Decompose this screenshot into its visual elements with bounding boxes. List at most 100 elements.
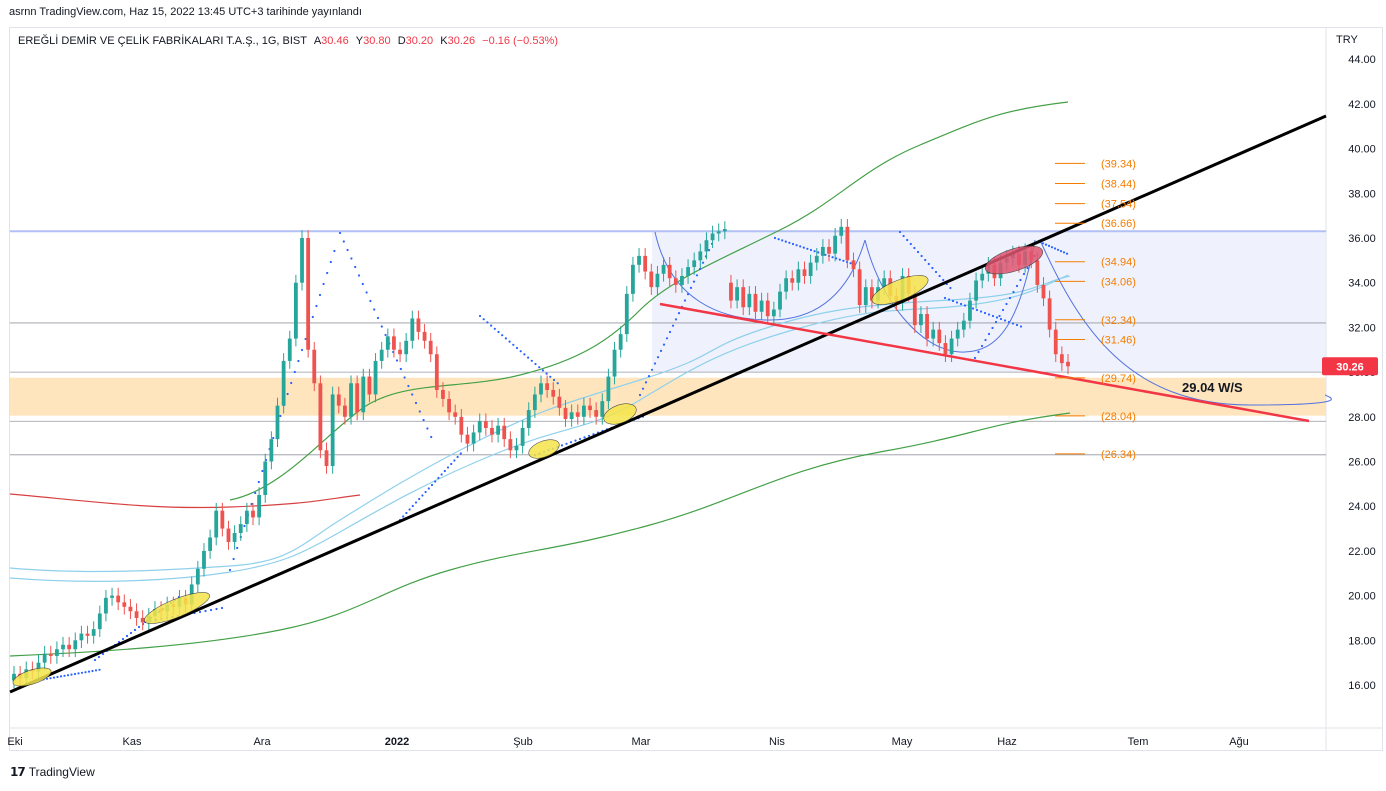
candle-body[interactable] (208, 537, 212, 551)
candle-body[interactable] (520, 427, 525, 446)
candle-body[interactable] (447, 398, 451, 413)
candle-body[interactable] (820, 246, 825, 256)
candle-body[interactable] (667, 264, 672, 279)
candle-body[interactable] (955, 329, 960, 339)
ascending-trendline[interactable] (9, 114, 1327, 694)
candle-body[interactable] (97, 613, 102, 630)
candle-body[interactable] (263, 461, 268, 496)
candle-body[interactable] (943, 343, 948, 355)
candle-body[interactable] (79, 633, 84, 641)
candle-body[interactable] (281, 360, 286, 406)
candle-body[interactable] (441, 389, 445, 399)
candle-body[interactable] (618, 334, 623, 350)
candle-body[interactable] (477, 421, 482, 433)
descending-support-line[interactable] (659, 302, 1310, 423)
candle-body[interactable] (514, 445, 519, 451)
candle-body[interactable] (765, 300, 770, 317)
candle-body[interactable] (367, 376, 372, 395)
candle-body[interactable] (73, 640, 78, 650)
candle-body[interactable] (128, 606, 133, 612)
candle-body[interactable] (140, 617, 145, 623)
candle-body[interactable] (532, 394, 537, 411)
candle-body[interactable] (961, 320, 966, 330)
candle-body[interactable] (925, 313, 929, 339)
candle-body[interactable] (398, 349, 402, 355)
candle-body[interactable] (54, 649, 59, 656)
candle-body[interactable] (269, 439, 274, 462)
candle-body[interactable] (931, 329, 936, 339)
candle-body[interactable] (704, 240, 709, 252)
candle-body[interactable] (502, 425, 507, 440)
candle-body[interactable] (404, 340, 409, 355)
candle-body[interactable] (428, 340, 433, 355)
candle-body[interactable] (36, 662, 41, 672)
candle-body[interactable] (379, 349, 384, 361)
candle-body[interactable] (686, 267, 690, 276)
candle-body[interactable] (778, 291, 782, 310)
candle-body[interactable] (122, 602, 127, 607)
candle-body[interactable] (863, 287, 868, 306)
candle-body[interactable] (845, 226, 850, 261)
chart-frame[interactable] (9, 27, 1383, 751)
candle-body[interactable] (624, 293, 629, 335)
candle-body[interactable] (949, 338, 954, 355)
candle-body[interactable] (483, 421, 488, 428)
candle-body[interactable] (471, 432, 476, 444)
candle-body[interactable] (569, 412, 574, 420)
candle-body[interactable] (968, 300, 972, 321)
candle-body[interactable] (882, 278, 887, 288)
candle-body[interactable] (508, 439, 513, 451)
candle-body[interactable] (612, 349, 617, 377)
candle-body[interactable] (771, 309, 776, 317)
candle-body[interactable] (453, 412, 458, 417)
candle-body[interactable] (336, 394, 341, 406)
candle-body[interactable] (1066, 361, 1070, 367)
candle-body[interactable] (238, 524, 243, 534)
candle-body[interactable] (588, 405, 592, 411)
candle-body[interactable] (410, 318, 415, 341)
candle-body[interactable] (937, 329, 942, 344)
candle-body[interactable] (226, 528, 231, 542)
candle-body[interactable] (287, 338, 292, 361)
candle-body[interactable] (833, 235, 838, 254)
candle-body[interactable] (312, 349, 317, 384)
candle-body[interactable] (355, 383, 360, 413)
candle-body[interactable] (275, 405, 280, 440)
candle-body[interactable] (643, 255, 648, 272)
candle-body[interactable] (1035, 260, 1040, 285)
candle-body[interactable] (91, 629, 96, 636)
candle-body[interactable] (257, 495, 262, 518)
candle-body[interactable] (600, 401, 605, 417)
candle-body[interactable] (741, 287, 746, 308)
candle-body[interactable] (459, 416, 464, 435)
candle-body[interactable] (802, 269, 807, 276)
candle-body[interactable] (67, 644, 72, 650)
candle-body[interactable] (784, 278, 789, 292)
candle-body[interactable] (434, 354, 439, 390)
candle-body[interactable] (116, 595, 121, 603)
candle-body[interactable] (318, 383, 323, 451)
candle-body[interactable] (827, 246, 831, 254)
candle-body[interactable] (293, 282, 298, 339)
candle-body[interactable] (637, 255, 641, 265)
candle-body[interactable] (980, 273, 985, 281)
candle-body[interactable] (722, 229, 727, 232)
candle-body[interactable] (698, 251, 703, 261)
candle-body[interactable] (12, 673, 16, 681)
candle-body[interactable] (814, 255, 819, 263)
candle-body[interactable] (361, 376, 366, 413)
candle-body[interactable] (134, 611, 139, 618)
candle-body[interactable] (300, 238, 304, 283)
candle-body[interactable] (563, 407, 568, 420)
candle-body[interactable] (104, 597, 108, 614)
candle-body[interactable] (496, 425, 501, 435)
candle-body[interactable] (1053, 329, 1058, 355)
candle-body[interactable] (422, 331, 427, 341)
candle-body[interactable] (655, 273, 660, 288)
candle-body[interactable] (692, 260, 697, 268)
candle-body[interactable] (673, 278, 678, 285)
candle-body[interactable] (551, 389, 556, 397)
candle-body[interactable] (870, 287, 874, 301)
candle-body[interactable] (48, 653, 53, 656)
